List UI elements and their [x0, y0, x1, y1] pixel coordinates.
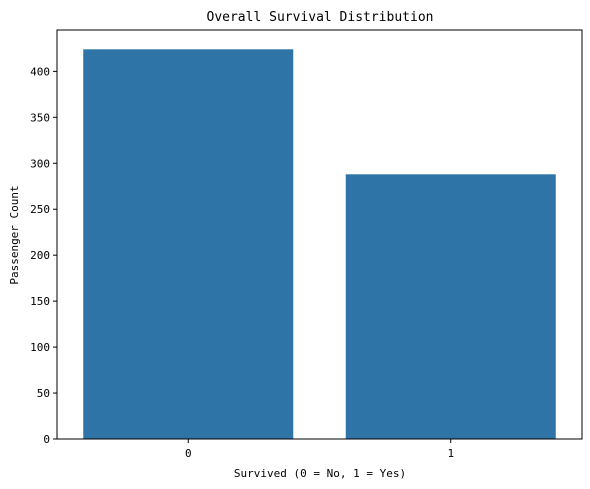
chart-title: Overall Survival Distribution [207, 10, 434, 25]
y-tick-label-300: 300 [30, 157, 50, 170]
y-axis: 0 50 100 150 200 250 300 350 400 [30, 65, 57, 446]
x-tick-label-1: 1 [447, 447, 454, 460]
y-tick-label-50: 50 [37, 387, 50, 400]
x-axis-title: Survived (0 = No, 1 = Yes) [234, 467, 406, 480]
y-tick-label-250: 250 [30, 203, 50, 216]
y-tick-label-350: 350 [30, 111, 50, 124]
bars-group [83, 49, 556, 440]
y-axis-title: Passenger Count [8, 185, 21, 284]
bar-0 [83, 49, 294, 440]
y-tick-label-400: 400 [30, 65, 50, 78]
y-tick-label-100: 100 [30, 341, 50, 354]
x-tick-label-0: 0 [185, 447, 192, 460]
y-tick-label-150: 150 [30, 295, 50, 308]
y-tick-label-0: 0 [43, 433, 50, 446]
plot-frame [56, 29, 583, 440]
bar-1 [345, 174, 556, 439]
y-tick-label-200: 200 [30, 249, 50, 262]
